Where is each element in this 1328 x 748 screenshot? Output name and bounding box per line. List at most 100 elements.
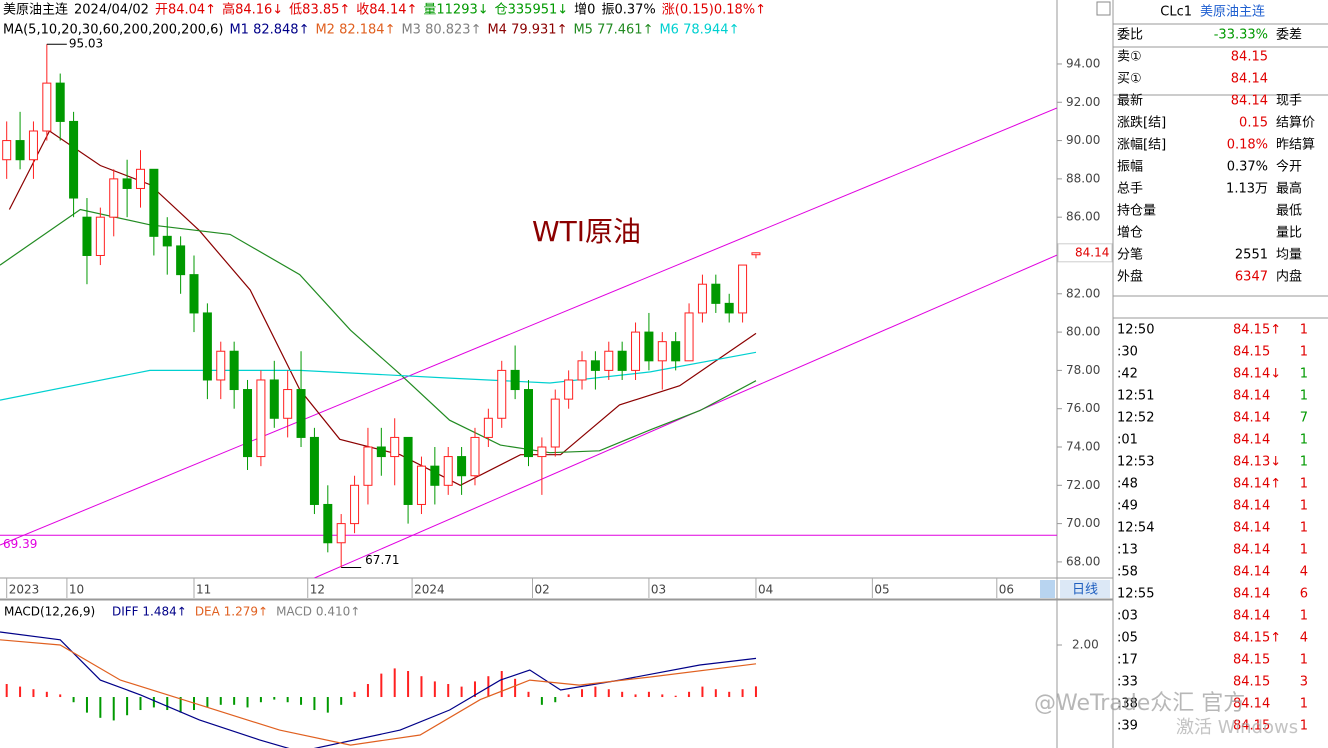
period-label: 日线 bbox=[1072, 583, 1098, 598]
ma-item: M3 80.823↑ bbox=[401, 23, 481, 38]
candle-body bbox=[738, 264, 748, 314]
trade-volume: 1 bbox=[1300, 653, 1308, 668]
candle-body bbox=[403, 436, 413, 505]
row-value: 6347 bbox=[1235, 270, 1268, 285]
candle-body bbox=[296, 389, 306, 438]
row-label2: 最高 bbox=[1276, 181, 1302, 197]
macd-bar bbox=[540, 697, 543, 705]
macd-bar bbox=[233, 697, 236, 705]
candle-body bbox=[376, 446, 386, 458]
trade-time: 12:50 bbox=[1117, 323, 1154, 338]
trade-volume: 1 bbox=[1300, 543, 1308, 558]
macd-label: MACD 0.410↑ bbox=[276, 605, 360, 619]
macd-label: DEA 1.279↑ bbox=[195, 605, 268, 619]
y-tick-label: 94.00 bbox=[1066, 56, 1100, 70]
macd-bar bbox=[273, 697, 276, 700]
row-label: 总手 bbox=[1117, 182, 1143, 197]
trade-time: :48 bbox=[1117, 477, 1138, 492]
row-value: 84.14 bbox=[1231, 94, 1268, 109]
candle-body bbox=[229, 350, 239, 391]
trade-volume: 4 bbox=[1300, 631, 1308, 646]
x-tick-label: 03 bbox=[651, 583, 666, 597]
macd-bar bbox=[59, 694, 62, 698]
trade-price: 84.14 bbox=[1233, 411, 1270, 426]
trade-time: 12:55 bbox=[1117, 587, 1154, 602]
trade-price: 84.14 bbox=[1233, 543, 1270, 558]
low-label: 67.71 bbox=[365, 553, 399, 567]
row-label2: 现手 bbox=[1276, 94, 1302, 109]
trade-time: 12:52 bbox=[1117, 411, 1154, 426]
channel-line bbox=[0, 107, 1057, 546]
trade-price: 84.14↑ bbox=[1233, 477, 1281, 492]
trade-time: :58 bbox=[1117, 565, 1138, 580]
trade-time: :13 bbox=[1117, 543, 1138, 558]
info-item: 振0.37% bbox=[601, 3, 655, 18]
macd-bar bbox=[500, 671, 503, 698]
scroll-handle[interactable] bbox=[1040, 580, 1055, 598]
candle-body bbox=[216, 350, 226, 381]
price-plot bbox=[0, 44, 1057, 578]
info-item: 涨(0.15)0.18%↑ bbox=[662, 3, 766, 18]
chart-title: WTI原油 bbox=[532, 215, 641, 248]
candle-body bbox=[69, 120, 79, 199]
info-item: 低83.85↑ bbox=[289, 3, 350, 18]
macd-bar bbox=[246, 697, 249, 708]
candle-body bbox=[577, 360, 587, 381]
candle-body bbox=[2, 140, 12, 161]
row-value: 84.14 bbox=[1231, 72, 1268, 87]
y-tick-label: 68.00 bbox=[1066, 554, 1100, 568]
macd-bar bbox=[514, 678, 517, 698]
info-item: 收84.14↑ bbox=[356, 3, 417, 18]
trade-time: :03 bbox=[1117, 609, 1138, 624]
row-value: -33.33% bbox=[1214, 28, 1268, 43]
trade-price: 84.14 bbox=[1233, 499, 1270, 514]
macd-bar bbox=[661, 694, 664, 698]
macd-bar bbox=[286, 697, 289, 703]
macd-bar bbox=[99, 697, 102, 718]
row-label: 振幅 bbox=[1117, 160, 1143, 175]
macd-bar bbox=[433, 681, 436, 698]
candle-body bbox=[109, 178, 119, 218]
macd-bar bbox=[607, 689, 610, 698]
macd-bar bbox=[326, 697, 329, 713]
trade-volume: 1 bbox=[1300, 389, 1308, 404]
row-label2: 内盘 bbox=[1276, 269, 1302, 285]
row-label2: 结算价 bbox=[1276, 116, 1315, 131]
candle-body bbox=[604, 350, 614, 371]
candle-body bbox=[550, 398, 560, 448]
info-item: 开84.04↑ bbox=[155, 3, 216, 18]
x-tick-label: 2023 bbox=[9, 583, 40, 597]
panel-code: CLc1 bbox=[1160, 5, 1192, 20]
macd-bar bbox=[701, 686, 704, 698]
trade-time: :17 bbox=[1117, 653, 1138, 668]
candle-body bbox=[243, 389, 253, 458]
macd-bar bbox=[139, 697, 142, 711]
candle-body bbox=[189, 274, 199, 314]
info-item: 增0 bbox=[574, 3, 595, 18]
y-tick-label: 78.00 bbox=[1066, 363, 1100, 377]
macd-bar bbox=[460, 686, 463, 698]
trade-price: 84.14 bbox=[1233, 565, 1270, 580]
candle-body bbox=[497, 369, 507, 419]
ma-item: M5 77.461↑ bbox=[573, 23, 653, 38]
trade-price: 84.15 bbox=[1233, 719, 1270, 734]
trade-volume: 1 bbox=[1300, 477, 1308, 492]
trade-time: 12:53 bbox=[1117, 455, 1154, 470]
row-value: 2551 bbox=[1235, 248, 1268, 263]
watermark: 激活 Windows bbox=[1176, 717, 1298, 738]
trade-price: 84.14 bbox=[1233, 697, 1270, 712]
corner-box[interactable] bbox=[1096, 1, 1111, 16]
ma-item: MA(5,10,20,30,60,200,200,200,6) bbox=[3, 23, 223, 38]
row-value: 0.37% bbox=[1227, 160, 1268, 175]
macd-bar bbox=[166, 697, 169, 711]
trade-volume: 7 bbox=[1300, 411, 1308, 426]
trade-price: 84.15↑ bbox=[1233, 631, 1281, 646]
candle-body bbox=[135, 168, 145, 189]
price-tag-label: 84.14 bbox=[1075, 245, 1109, 259]
trade-price: 84.14↓ bbox=[1233, 367, 1281, 382]
candle-body bbox=[350, 484, 360, 525]
period-button[interactable] bbox=[1060, 580, 1110, 598]
macd-bar bbox=[380, 673, 383, 698]
row-label: 卖① bbox=[1117, 50, 1142, 65]
trade-time: :05 bbox=[1117, 631, 1138, 646]
